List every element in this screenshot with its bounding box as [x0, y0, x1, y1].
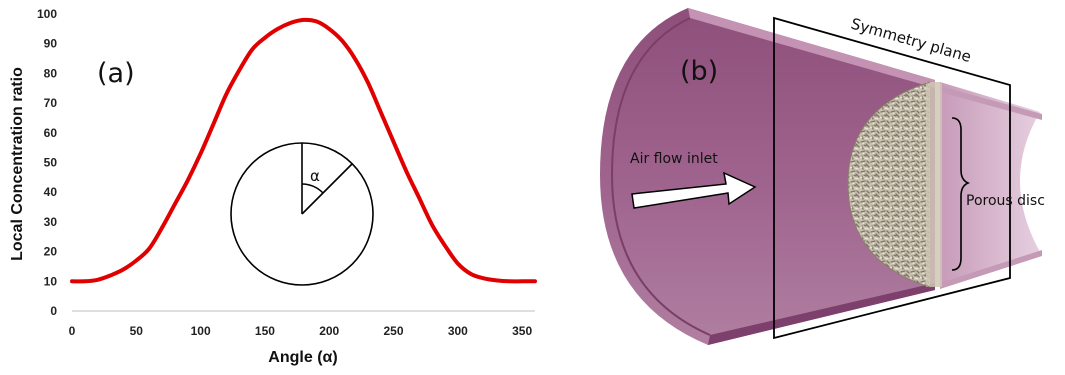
angle-inset: α — [230, 142, 374, 286]
y-tick-label: 90 — [44, 37, 58, 51]
x-tick-label: 150 — [255, 324, 275, 338]
pipe-wall-top — [688, 8, 935, 88]
pipe-outlet-rim-bottom — [940, 250, 1042, 289]
y-tick-label: 20 — [44, 245, 58, 259]
x-axis-title: Angle (α) — [268, 349, 337, 366]
air-flow-arrow — [631, 171, 757, 209]
inset-angled-radius — [301, 163, 353, 215]
y-tick-label: 10 — [44, 274, 58, 288]
inset-alpha-label: α — [310, 167, 320, 185]
y-tick-label: 80 — [44, 66, 58, 80]
y-tick-label: 60 — [44, 126, 58, 140]
y-tick-labels: 0 10 20 30 40 50 60 70 80 90 100 — [37, 7, 57, 318]
y-tick-label: 70 — [44, 96, 58, 110]
series-line — [70, 17, 537, 284]
x-tick-label: 350 — [512, 324, 532, 338]
x-tick-label: 0 — [69, 324, 76, 338]
pipe-inner-edge — [610, 17, 711, 336]
porous-disc-outline — [847, 81, 931, 288]
x-tick-label: 300 — [448, 324, 468, 338]
y-tick-label: 40 — [44, 185, 58, 199]
porous-disc-brace — [951, 117, 971, 271]
series-layer — [70, 17, 537, 284]
porous-disc — [848, 82, 930, 287]
porous-disc-label: Porous disc — [966, 193, 1045, 209]
pipe-outlet-section — [940, 82, 1040, 287]
air-flow-inlet-label: Air flow inlet — [630, 151, 718, 167]
symmetry-plane-label: Symmetry plane — [849, 15, 973, 67]
x-tick-label: 50 — [130, 324, 144, 338]
y-tick-label: 50 — [44, 156, 58, 170]
y-tick-label: 30 — [44, 215, 58, 229]
chart-panel-label: (a) — [97, 58, 135, 89]
chart-panel-a: (a) 0 10 20 30 40 50 60 70 80 90 100 0 50 100 150 200 2… — [9, 7, 537, 366]
x-tick-labels: 0 50 100 150 200 250 300 350 — [69, 324, 533, 338]
x-tick-label: 100 — [191, 324, 211, 338]
symmetry-plane-frame — [773, 16, 1011, 340]
pipe-wall-bottom — [708, 283, 935, 345]
diagram-panel-b: Symmetry plane Air flow inlet Porous dis… — [600, 8, 1045, 345]
x-tick-label: 200 — [319, 324, 339, 338]
y-tick-label: 0 — [50, 304, 57, 318]
pipe-body — [600, 8, 935, 345]
y-tick-label: 100 — [37, 7, 57, 21]
x-tick-label: 250 — [384, 324, 404, 338]
y-axis-title: Local Concentration ratio — [9, 67, 26, 261]
inset-angle-arc — [301, 183, 324, 194]
pipe-outlet-rim-top — [940, 86, 1042, 120]
diagram-panel-label: (b) — [680, 56, 718, 87]
porous-disc-edge — [926, 82, 942, 287]
